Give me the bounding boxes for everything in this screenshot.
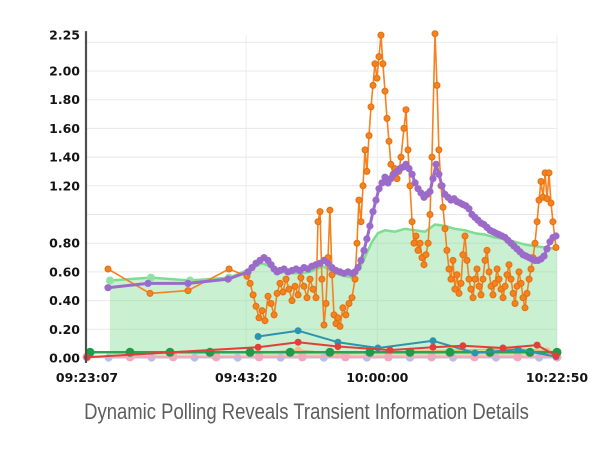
x-axis-labels: 09:23:07 09:43:20 10:00:00 10:22:50: [56, 370, 588, 385]
x-tick-label: 09:23:07: [56, 370, 118, 385]
y-tick-label: 1.60: [49, 121, 80, 136]
series-orange: [104, 30, 560, 330]
y-tick-label: 1.40: [49, 150, 80, 165]
y-tick-label: 0.20: [49, 322, 80, 337]
line-chart-canvas: 2.25 2.00 1.80 1.60 1.40 1.20 0.80 0.60 0.40 0.20…: [49, 28, 588, 385]
x-tick-label: 10:00:00: [346, 370, 408, 385]
series-purple: [104, 160, 560, 292]
series-red: [83, 338, 560, 361]
y-tick-label: 0.80: [49, 236, 80, 251]
y-axis-labels: 2.25 2.00 1.80 1.60 1.40 1.20 0.80 0.60 0.40 0.20…: [49, 28, 80, 366]
y-tick-label: 0.40: [49, 293, 80, 308]
y-tick-label: 2.00: [49, 64, 80, 79]
y-tick-label: 2.25: [49, 28, 80, 43]
y-tick-label: 1.80: [49, 92, 80, 107]
y-tick-label: 1.20: [49, 178, 80, 193]
x-tick-label: 09:43:20: [215, 370, 277, 385]
y-tick-label: 0.60: [49, 264, 80, 279]
x-tick-label: 10:22:50: [526, 370, 588, 385]
chart-title: Dynamic Polling Reveals Transient Inform…: [84, 399, 529, 424]
y-tick-label: 0.00: [49, 351, 80, 366]
